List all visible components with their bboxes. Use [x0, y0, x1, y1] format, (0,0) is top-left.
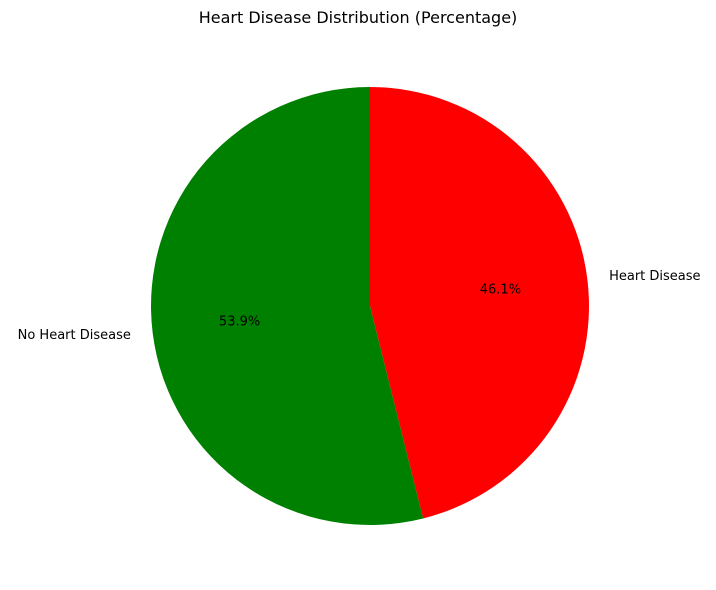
slice-label: No Heart Disease [18, 328, 131, 343]
pie-slice-no-heart-disease [150, 87, 424, 526]
slice-percent-label: 46.1% [480, 282, 521, 297]
chart-title: Heart Disease Distribution (Percentage) [198, 8, 518, 27]
pie-slice-heart-disease [370, 87, 589, 519]
slice-label: Heart Disease [609, 269, 700, 284]
slice-percent-label: 53.9% [219, 315, 260, 330]
